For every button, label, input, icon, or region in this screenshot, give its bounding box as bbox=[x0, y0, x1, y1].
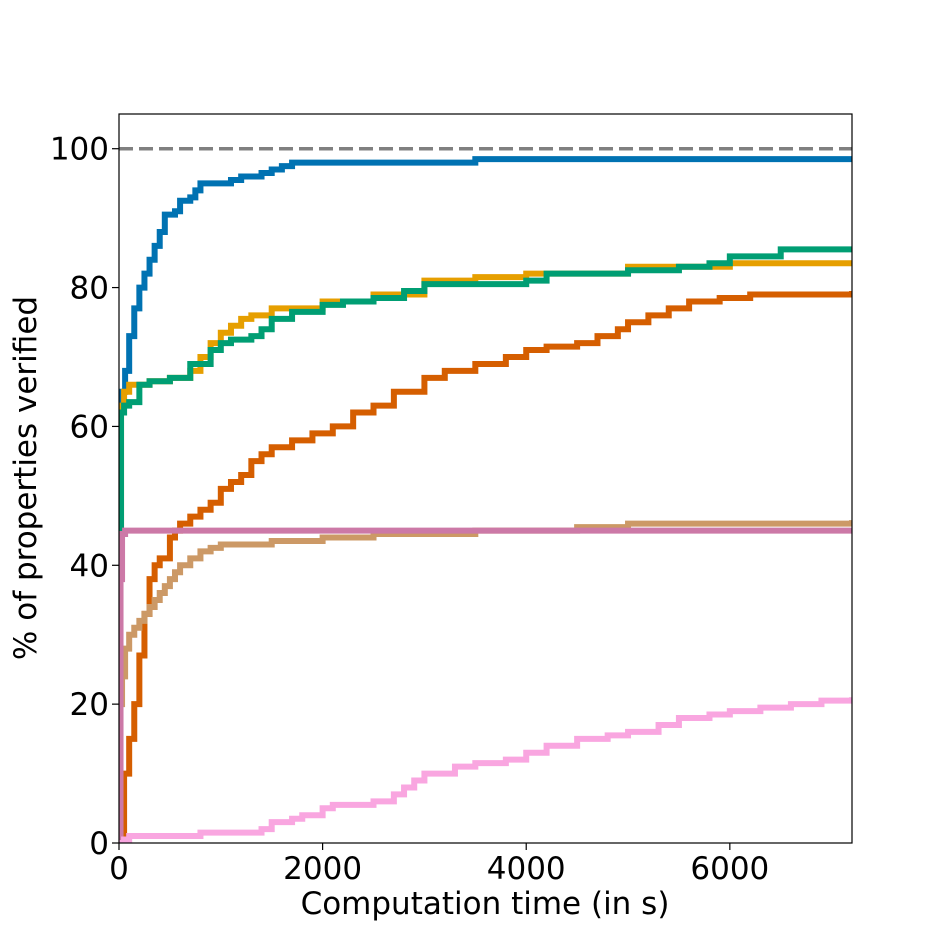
x-tick-label: 0 bbox=[109, 851, 129, 887]
series-line-4 bbox=[119, 291, 852, 843]
series-line-3 bbox=[119, 246, 852, 569]
series-line-1 bbox=[119, 156, 852, 534]
y-axis: 0 20 40 60 80 100 bbox=[50, 132, 119, 862]
y-tick-label: 80 bbox=[70, 271, 109, 307]
y-tick-label: 100 bbox=[50, 132, 109, 168]
series-line-7 bbox=[119, 697, 852, 843]
series-line-6 bbox=[119, 527, 852, 843]
y-tick-label: 20 bbox=[70, 687, 109, 723]
x-tick-label: 2000 bbox=[283, 851, 362, 887]
y-tick-label: 0 bbox=[89, 826, 109, 862]
x-axis-label: Computation time (in s) bbox=[301, 886, 670, 922]
x-tick-label: 6000 bbox=[690, 851, 769, 887]
plot-frame bbox=[118, 113, 853, 844]
series-line-5 bbox=[119, 520, 852, 843]
series-lines bbox=[119, 146, 852, 843]
x-tick-label: 4000 bbox=[487, 851, 566, 887]
y-tick-label: 60 bbox=[70, 409, 109, 445]
x-axis: 0 2000 4000 6000 bbox=[109, 843, 769, 887]
y-axis-label: % of properties verified bbox=[8, 296, 44, 660]
series-line-2 bbox=[119, 260, 852, 569]
y-tick-label: 40 bbox=[70, 548, 109, 584]
